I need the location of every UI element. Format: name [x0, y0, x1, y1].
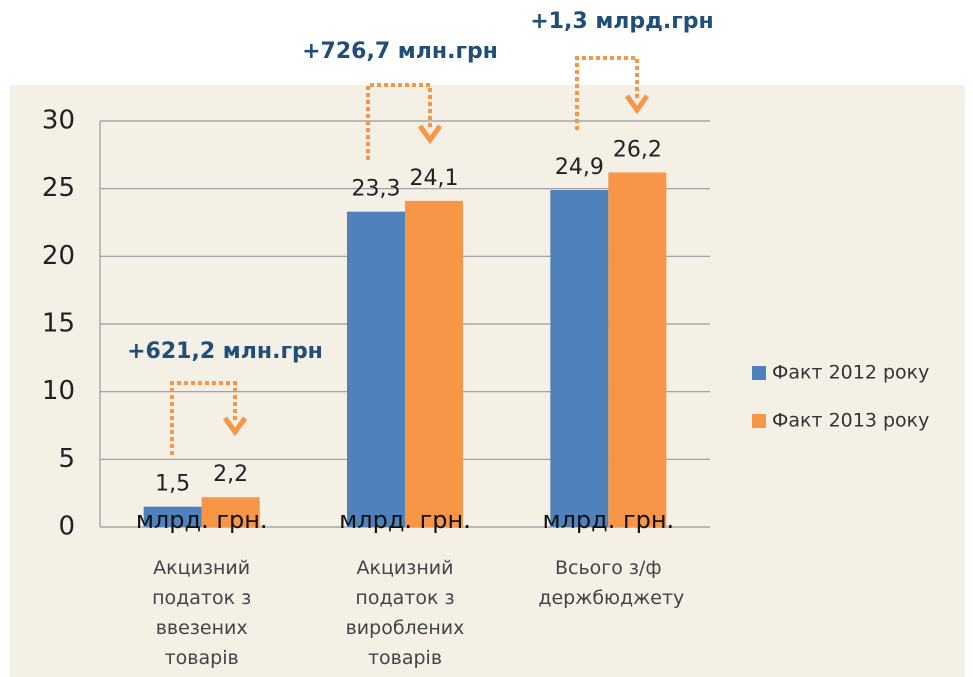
annotation: +621,2 млн.грн — [127, 339, 323, 364]
data-label: 24,1 — [410, 166, 459, 191]
y-tick-label: 15 — [42, 309, 75, 339]
bar — [405, 200, 463, 527]
y-tick-label: 30 — [42, 106, 75, 136]
legend-label: Факт 2012 року — [772, 362, 929, 384]
unit-label: млрд. грн. — [542, 506, 674, 534]
bar — [143, 506, 202, 527]
annotation-arrow — [170, 381, 237, 455]
unit-label: млрд. грн. — [339, 506, 471, 534]
arrow-head — [417, 124, 443, 145]
x-tick-label: Всього з/ф держбюджету — [538, 557, 685, 609]
y-tick-label: 0 — [58, 512, 75, 542]
legend-label: Факт 2013 року — [772, 410, 929, 432]
annotation-arrow — [366, 83, 432, 160]
annotation-arrow — [575, 56, 639, 130]
annotation: +1,3 млрд.грн — [530, 9, 713, 34]
unit-label: млрд. грн. — [136, 506, 268, 534]
data-label: 26,2 — [613, 137, 662, 162]
y-tick-label: 10 — [42, 376, 75, 406]
bar — [347, 211, 405, 527]
data-label: 23,3 — [352, 177, 401, 202]
x-tick-label: Акцизний податок з ввезених товарів — [152, 557, 252, 669]
annotation: +726,7 млн.грн — [302, 39, 498, 64]
bar — [550, 190, 609, 527]
data-label: 2,2 — [213, 462, 248, 487]
x-tick-label: Акцизний податок з вироблених товарів — [345, 557, 465, 669]
plot-background — [10, 85, 965, 677]
legend-swatch — [752, 366, 766, 380]
arrow-head — [222, 416, 248, 437]
legend-swatch — [752, 414, 766, 428]
bar — [201, 497, 260, 527]
y-tick-label: 20 — [42, 241, 75, 271]
data-label: 1,5 — [155, 472, 190, 497]
y-tick-label: 5 — [58, 444, 75, 474]
data-label: 24,9 — [555, 155, 604, 180]
bar — [608, 172, 667, 527]
arrow-head — [624, 94, 650, 115]
y-tick-label: 25 — [42, 173, 75, 203]
